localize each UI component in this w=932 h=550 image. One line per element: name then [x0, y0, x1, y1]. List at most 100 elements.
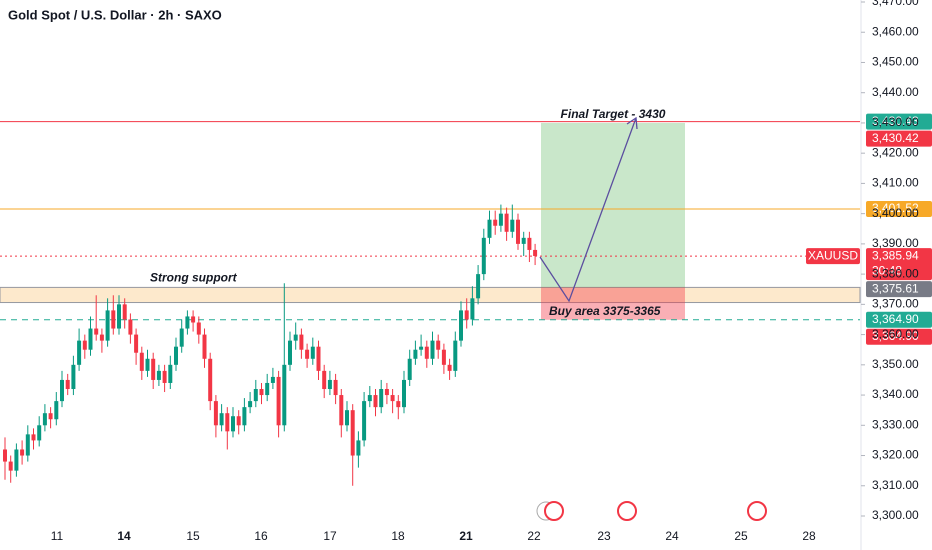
candle-body [362, 401, 367, 441]
candle-body [25, 434, 30, 456]
y-tick-label: 3,390.00 [872, 236, 919, 250]
candle-body [270, 376, 275, 383]
candle-body [327, 379, 332, 390]
candle-body [82, 340, 87, 350]
candle-body [242, 407, 247, 426]
x-tick-label: 11 [51, 529, 64, 543]
candle-body [487, 219, 492, 238]
overlay: Strong support Final Target - 3430 Buy are… [150, 107, 932, 345]
candle-body [453, 340, 458, 371]
candle-body [305, 349, 310, 359]
candle-body [8, 461, 13, 471]
price-badge-label: 3,430.42 [872, 131, 919, 145]
x-tick-label: 24 [665, 529, 679, 543]
candle-body [396, 401, 401, 408]
candle-body [117, 304, 121, 329]
candle-body [441, 349, 446, 365]
candle-body [14, 449, 19, 471]
candle-body [42, 413, 47, 426]
price-badge-label: 3,364.90 [872, 329, 919, 343]
y-tick-label: 3,300.00 [872, 508, 919, 522]
candle-body [185, 316, 190, 329]
candle-body [60, 379, 64, 402]
candle-body [162, 370, 167, 383]
candle-body [145, 358, 150, 371]
candle-body [402, 379, 406, 408]
candle-body [282, 364, 287, 426]
candle-body [213, 401, 218, 426]
buy-label: Buy area 3375-3365 [549, 304, 661, 318]
candle-body [253, 389, 258, 402]
x-tick-label: 25 [734, 529, 748, 543]
support-label: Strong support [150, 271, 238, 285]
candle-body [430, 340, 435, 359]
target-label: Final Target - 3430 [561, 107, 666, 121]
price-badge [866, 311, 932, 328]
arrow-head [626, 116, 638, 130]
candle-body [293, 334, 298, 341]
candle-body [248, 401, 253, 408]
candle-body [373, 395, 378, 408]
candle-body [156, 370, 161, 380]
y-tick-label: 3,400.00 [872, 206, 919, 220]
chart-title: Gold Spot / U.S. Dollar · 2h · SAXO [8, 7, 222, 22]
candle-body [356, 440, 361, 456]
y-tick-label: 3,350.00 [872, 357, 919, 371]
candle-body [345, 410, 349, 426]
event-icon [544, 501, 564, 521]
candle-body [493, 219, 498, 226]
symbol-label: XAUUSD [808, 248, 858, 262]
candle-body [481, 237, 486, 275]
candle-body [219, 413, 224, 426]
candle-body [94, 328, 99, 335]
zones [0, 121, 861, 321]
price-badge [866, 328, 932, 345]
symbol-badge [806, 248, 860, 265]
support-zone [0, 286, 861, 304]
candle-body [111, 310, 116, 329]
candle-body [424, 346, 429, 359]
y-tick-label: 3,450.00 [872, 55, 919, 69]
candle-body [105, 310, 110, 341]
candle-body [179, 328, 184, 347]
y-tick-label: 3,360.00 [872, 327, 919, 341]
y-tick-label: 3,370.00 [872, 297, 919, 311]
candle-body [265, 382, 270, 396]
candle-body [436, 340, 441, 350]
candle-body [48, 413, 53, 420]
candle-body [510, 219, 515, 232]
price-badge-label: 3,364.90 [872, 312, 919, 326]
candle-body [504, 213, 509, 232]
candle-body [202, 334, 207, 359]
candle-body [384, 389, 389, 396]
x-tick-label: 16 [254, 529, 268, 543]
candle-body [71, 364, 76, 390]
candle-body [128, 319, 133, 335]
x-tick-label: 21 [459, 529, 473, 543]
candle-body [288, 340, 292, 365]
candle-body [65, 379, 70, 390]
candle-body [139, 352, 144, 371]
y-tick-label: 3,420.00 [872, 145, 919, 159]
candle-body [231, 416, 235, 432]
candle-body [236, 416, 241, 426]
candle-body [299, 334, 304, 350]
price-badge [866, 130, 932, 147]
candle-body [367, 395, 372, 402]
candle-body [77, 340, 82, 365]
price-badge [866, 113, 932, 130]
candle-body [419, 346, 424, 350]
y-tick-label: 3,310.00 [872, 478, 919, 492]
candle-body [225, 413, 230, 432]
candle-body [498, 213, 503, 226]
candle-body [174, 346, 178, 365]
event-icon [617, 501, 637, 521]
candle-body [88, 328, 93, 350]
candle-body [122, 304, 127, 320]
candle-body [208, 358, 213, 402]
candle-body [476, 274, 481, 299]
candle-body [310, 346, 315, 359]
candle-body [521, 237, 526, 244]
